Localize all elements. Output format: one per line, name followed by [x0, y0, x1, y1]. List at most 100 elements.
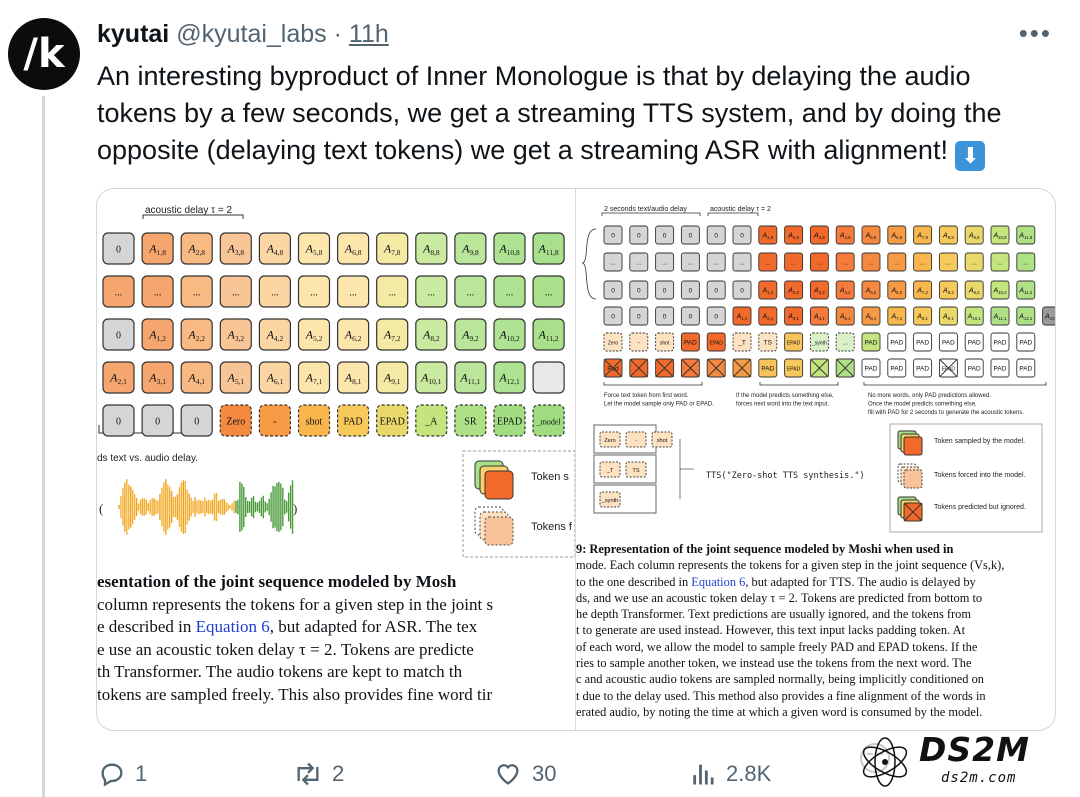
svg-text:A10,2: A10,2	[992, 288, 1007, 296]
token-cell: ...	[102, 275, 135, 308]
caption-line: mode. Each column represents the tokens …	[576, 558, 1005, 573]
token-cell: ...	[732, 358, 752, 378]
text-audio-delay-label: 2 seconds text/audio delay	[604, 206, 687, 213]
token-cell: PAD	[1016, 332, 1036, 352]
figure-note: Once the model predicts something else,	[868, 402, 977, 408]
post-time[interactable]: 11h	[348, 20, 389, 48]
token-cell: EPAD	[784, 358, 804, 378]
svg-text:shot: shot	[660, 341, 670, 347]
svg-text:PAD: PAD	[916, 340, 929, 347]
token-cell: A11,2	[1016, 280, 1036, 300]
svg-text:A11,2: A11,2	[1018, 288, 1032, 296]
token-cell: ...	[990, 252, 1010, 272]
token-cell: 0	[655, 225, 675, 245]
views-count: 2.8K	[726, 761, 772, 786]
svg-text:...: ...	[506, 288, 514, 299]
svg-text:shot: shot	[657, 438, 668, 444]
author-handle[interactable]: @kyutai_labs	[176, 20, 327, 48]
avatar[interactable]: /k	[8, 18, 80, 90]
token-cell: 0	[102, 318, 135, 351]
attached-image[interactable]: acoustic delay τ = 2 ds text vs. audio d…	[96, 188, 1056, 731]
repost-button[interactable]: 2	[292, 760, 344, 788]
svg-text:PAD: PAD	[865, 366, 878, 373]
token-cell: PAD	[337, 404, 370, 437]
views-button[interactable]: 2.8K	[690, 760, 771, 788]
svg-text:...: ...	[636, 366, 642, 373]
reply-button[interactable]: 1	[97, 760, 147, 788]
caption-line: column represents the tokens for a given…	[97, 594, 494, 614]
svg-text:A6,1: A6,1	[266, 371, 284, 387]
svg-text:A3,8: A3,8	[813, 233, 825, 241]
svg-text:...: ...	[388, 288, 396, 299]
svg-text:A9,8: A9,8	[968, 233, 980, 241]
token-cell: A6,8	[337, 232, 370, 265]
token-cell: ...	[532, 275, 565, 308]
svg-text:0: 0	[611, 314, 615, 321]
token-cell: A11,8	[532, 232, 565, 265]
svg-text:...: ...	[154, 288, 162, 299]
caption-line: e described in Equation 6, but adapted f…	[97, 617, 478, 636]
token-cell: A3,1	[141, 361, 174, 394]
token-cell: A9,8	[454, 232, 487, 265]
tts-token-grid: 2 seconds text/audio delay acoustic dela…	[581, 206, 1055, 533]
svg-text:...: ...	[467, 288, 475, 299]
legend-sampled-label: Token s	[531, 471, 569, 483]
svg-text:PAD: PAD	[916, 366, 929, 373]
caption-line: t due to the delay used. This method als…	[576, 688, 986, 703]
token-cell: A12,1	[493, 361, 526, 394]
svg-text:A1,2: A1,2	[148, 328, 166, 344]
svg-text:PAD: PAD	[1019, 340, 1032, 347]
more-options-icon[interactable]: •••	[1018, 18, 1052, 48]
svg-text:A7,8: A7,8	[916, 233, 928, 241]
figure-note: If the model predicts something else,	[736, 393, 834, 399]
asr-figure: acoustic delay τ = 2 ds text vs. audio d…	[97, 189, 577, 730]
acoustic-delay-label: acoustic delay τ = 2	[145, 205, 232, 216]
repost-icon	[297, 762, 319, 786]
svg-text:A2,1: A2,1	[109, 371, 127, 387]
equation-link[interactable]: Equation 6	[195, 617, 270, 636]
token-cell: ...	[809, 252, 829, 272]
token-cell: 0	[603, 306, 623, 326]
svg-text:-: -	[638, 340, 640, 347]
token-cell: ...	[603, 252, 623, 272]
token-cell: 0	[680, 280, 700, 300]
svg-text:_synth: _synth	[601, 498, 618, 504]
like-button[interactable]: 30	[492, 760, 556, 788]
svg-text:-: -	[635, 438, 637, 444]
svg-text:...: ...	[920, 260, 926, 267]
tweet-header: kyutai @kyutai_labs · 11h	[97, 18, 389, 50]
word-token: _synth	[599, 491, 621, 508]
svg-text:A10,8: A10,8	[498, 242, 520, 258]
svg-text:...: ...	[842, 340, 848, 347]
svg-text:...: ...	[610, 260, 616, 267]
svg-text:A4,1: A4,1	[813, 314, 825, 322]
token-cell: A9,1	[938, 306, 958, 326]
token-cell: A3,1	[784, 306, 804, 326]
caption-line: of each word, we allow the model to samp…	[576, 639, 978, 654]
svg-text:PAD: PAD	[890, 340, 903, 347]
token-cell: PAD	[913, 358, 933, 378]
token-cell: PAD	[938, 332, 958, 352]
equation-link[interactable]: Equation 6	[691, 574, 746, 589]
token-cell: shot	[297, 404, 331, 437]
svg-text:...: ...	[894, 260, 900, 267]
svg-text:...: ...	[739, 260, 745, 267]
token-cell: EPAD	[493, 404, 526, 437]
author-name[interactable]: kyutai	[97, 20, 170, 48]
caption-line: ries to sample another token, we instead…	[576, 656, 972, 671]
token-cell: A6,1	[258, 361, 291, 394]
token-cell: A5,2	[861, 280, 881, 300]
word-token: -	[625, 431, 647, 448]
svg-text:PAD: PAD	[994, 340, 1007, 347]
token-cell: A10,2	[493, 318, 526, 351]
token-cell: 0	[680, 306, 700, 326]
token-cell: A5,8	[861, 225, 881, 245]
token-cell: A8,8	[415, 232, 448, 265]
word-token: shot	[651, 431, 673, 448]
token-cell: A5,8	[297, 232, 331, 265]
token-cell: ...	[415, 275, 448, 308]
svg-text:EPAD: EPAD	[787, 341, 801, 347]
svg-text:A8,2: A8,2	[942, 288, 954, 296]
svg-text:0: 0	[740, 288, 744, 295]
down-arrow-emoji: ⬇	[955, 141, 986, 171]
